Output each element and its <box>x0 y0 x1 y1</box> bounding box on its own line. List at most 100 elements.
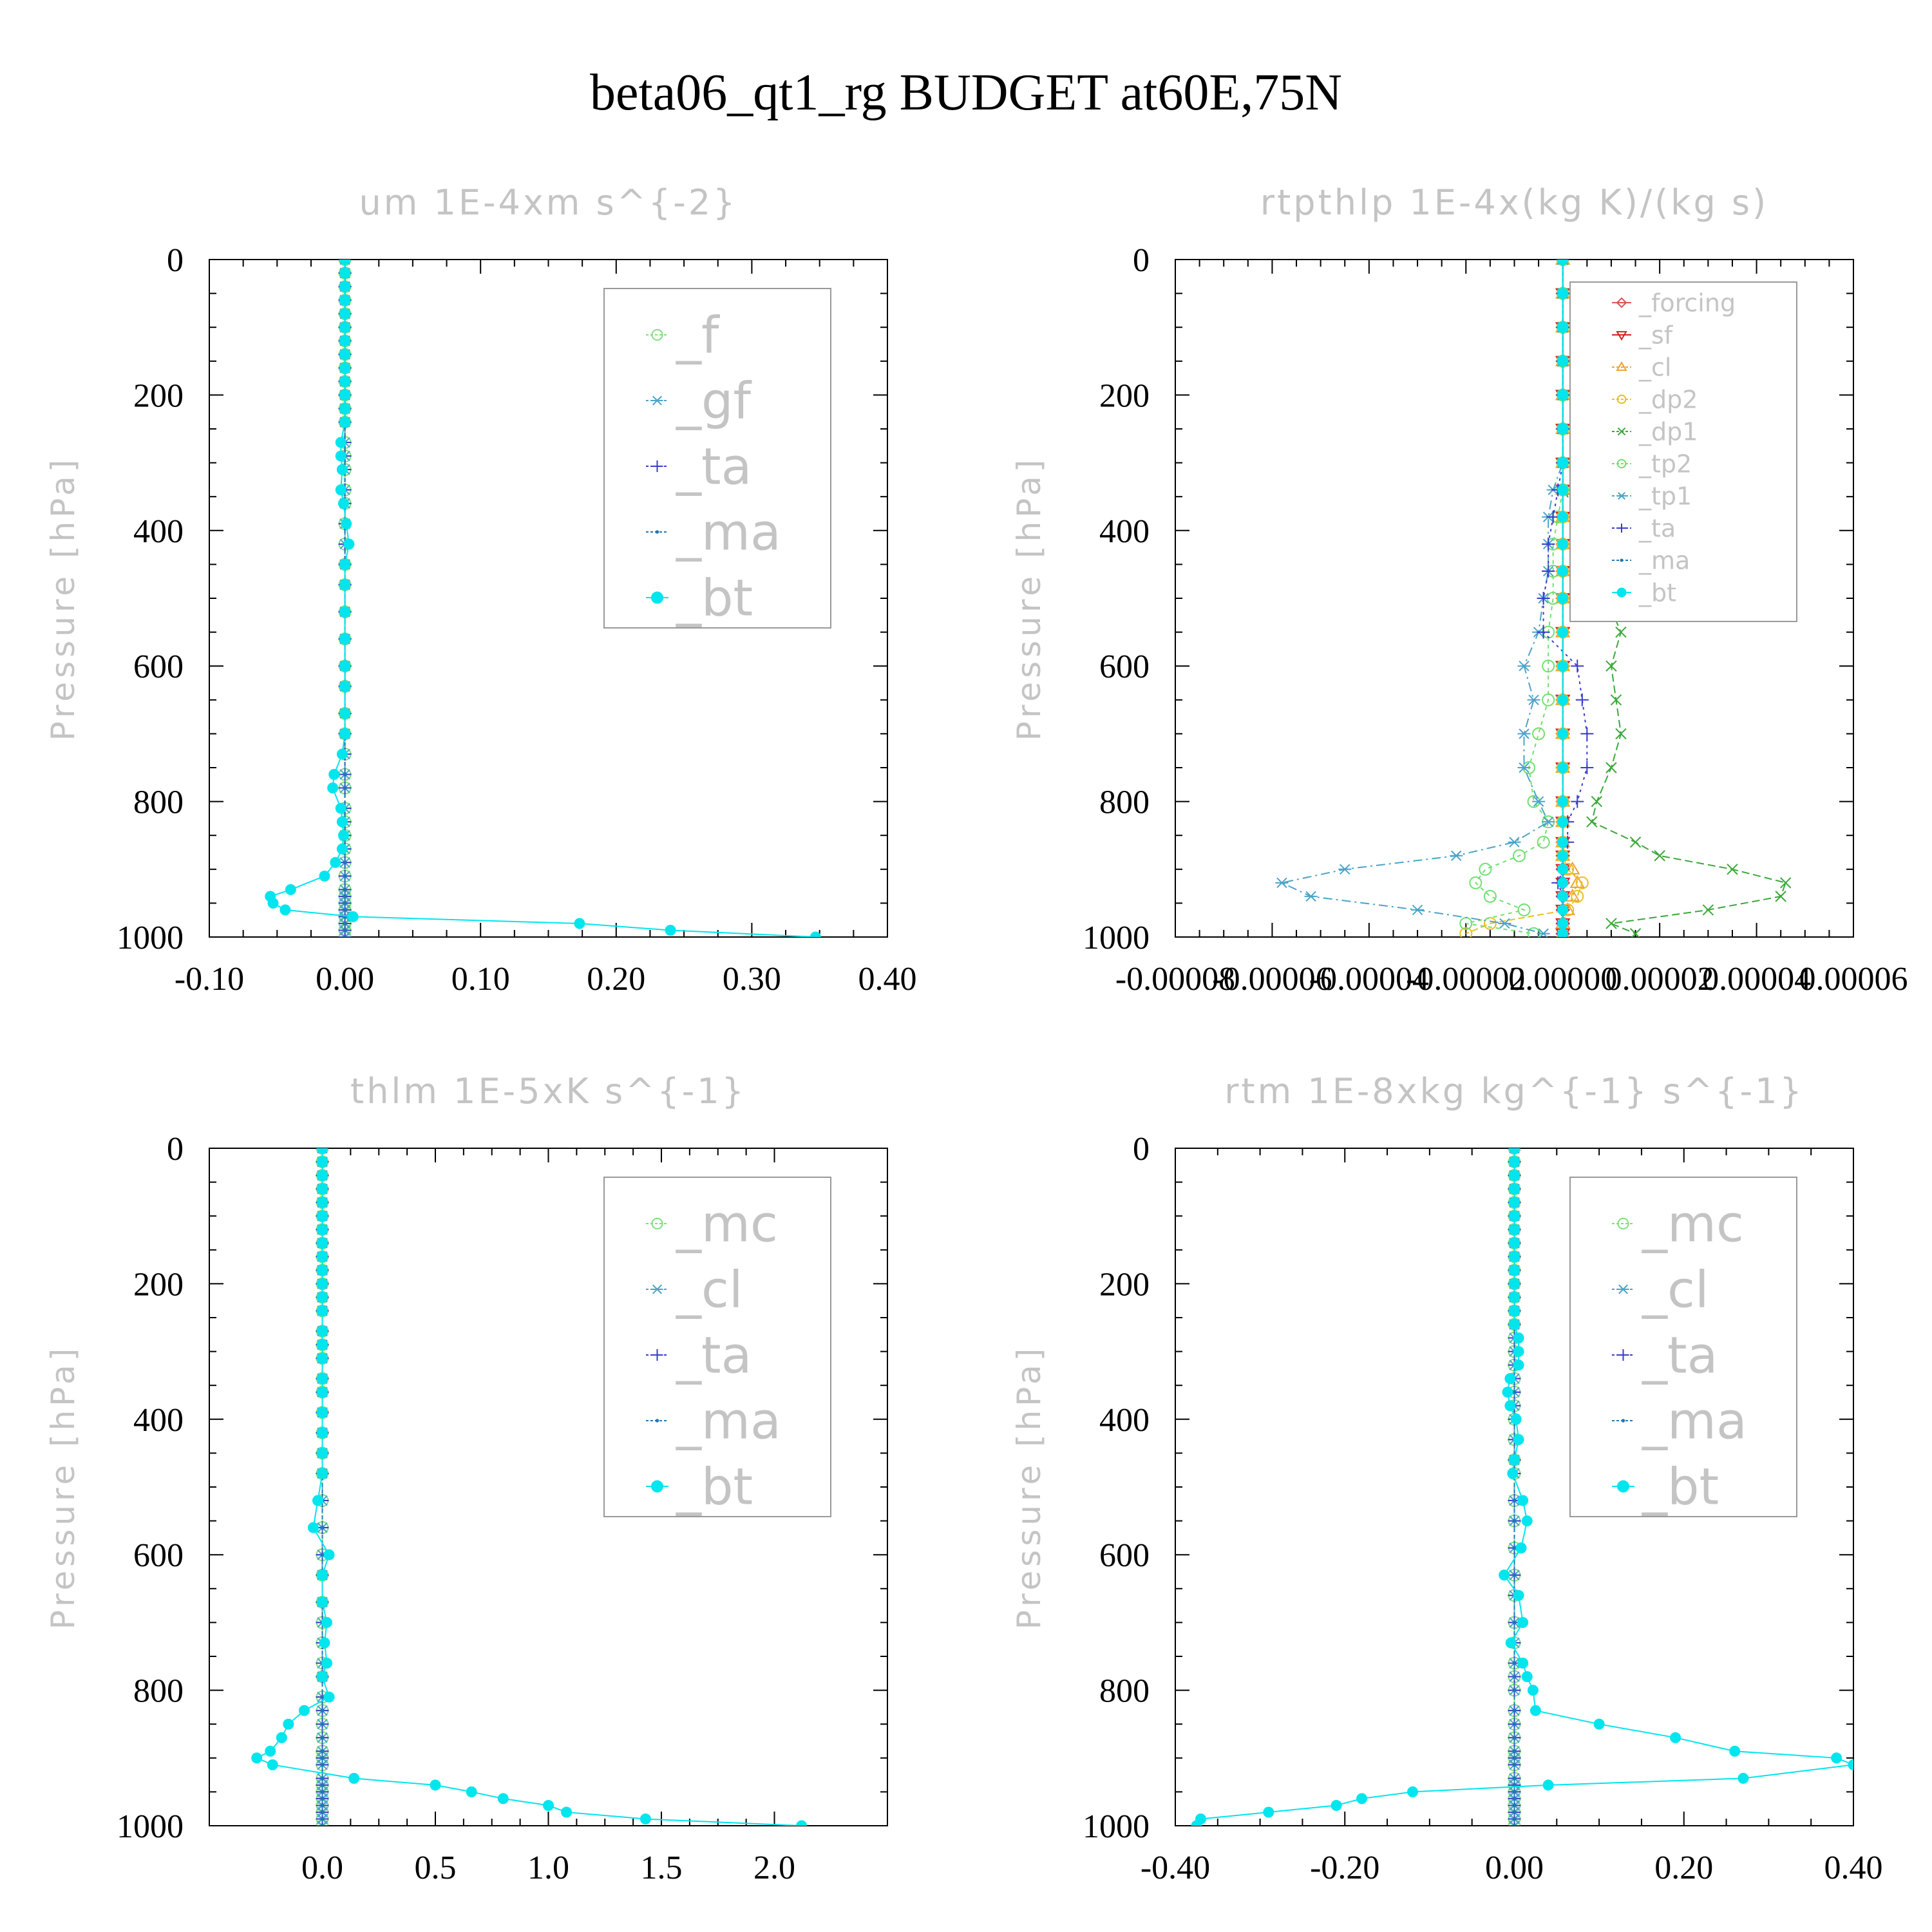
data-point <box>317 1325 328 1337</box>
data-point <box>320 1790 325 1794</box>
data-point <box>320 1776 325 1781</box>
legend-label: _ta <box>676 1327 752 1385</box>
data-point <box>1629 928 1642 937</box>
data-point <box>1517 762 1531 773</box>
y-tick-label: 600 <box>133 1537 184 1574</box>
data-point <box>337 498 349 509</box>
data-point <box>319 870 330 882</box>
y-tick-label: 200 <box>133 377 184 414</box>
panel-thlm: thlm 1E-5xK s^{-1} Pressure [hPa] 0 200 400 6… <box>44 1071 888 1886</box>
legend-item: _sf <box>1612 321 1674 349</box>
data-point <box>317 1468 328 1479</box>
data-point <box>1557 355 1569 367</box>
legend: _mc _cl _ta _ma _bt <box>1569 1177 1797 1517</box>
data-point <box>1542 564 1555 578</box>
data-point <box>276 1732 287 1743</box>
legend-marker <box>1617 1349 1629 1361</box>
data-point <box>339 606 351 618</box>
legend-item: _ta <box>646 438 752 496</box>
legend-label: _cl <box>676 1261 743 1319</box>
figure-title: beta06_qt1_rg BUDGET at60E,75N <box>590 64 1342 121</box>
data-point <box>1479 862 1492 876</box>
data-point <box>1505 1637 1517 1649</box>
data-point <box>1527 1685 1539 1696</box>
legend-item: _bt <box>1612 1458 1719 1516</box>
legend-item: _cl <box>1612 1261 1709 1319</box>
y-tick-label: 600 <box>133 649 184 685</box>
data-point <box>1557 728 1569 739</box>
legend-label: _ta <box>676 438 752 496</box>
data-point <box>1483 889 1497 903</box>
data-point <box>348 1772 360 1784</box>
data-point <box>1509 1264 1520 1276</box>
data-point <box>317 1427 328 1439</box>
legend-marker <box>651 1217 663 1230</box>
data-point <box>320 1722 325 1727</box>
y-tick-label: 800 <box>1099 784 1150 821</box>
data-point <box>317 1569 328 1581</box>
data-point <box>321 1616 333 1628</box>
data-point <box>1557 538 1569 550</box>
panel-rtpthlp: rtpthlp 1E-4x(kg K)/(kg s) Pressure [hPa]… <box>1010 182 1908 998</box>
data-point <box>339 281 351 292</box>
legend-item: _ma <box>1612 546 1690 574</box>
data-point <box>1580 727 1594 741</box>
data-point <box>1557 918 1569 929</box>
data-point <box>317 1237 328 1249</box>
x-tick-label: 0.40 <box>858 961 917 998</box>
x-tick-label: -0.00008 <box>1115 961 1235 998</box>
data-point <box>1512 1546 1517 1550</box>
data-point <box>1512 1573 1517 1577</box>
y-tick-label: 400 <box>133 1402 184 1439</box>
data-point <box>1542 659 1555 673</box>
data-point <box>339 321 351 333</box>
x-tick-label: 0.00004 <box>1702 961 1811 998</box>
data-point <box>321 1658 333 1669</box>
x-tick-label: 0.00002 <box>1605 961 1714 998</box>
data-point <box>1542 693 1555 706</box>
data-point <box>339 389 351 401</box>
panel-title: rtm 1E-8xkg kg^{-1} s^{-1} <box>1224 1071 1804 1112</box>
data-point <box>1702 904 1714 916</box>
x-tick-label: 0.5 <box>415 1850 457 1886</box>
data-point <box>317 1197 328 1208</box>
legend-label: _sf <box>1638 321 1674 349</box>
data-point <box>1512 1661 1517 1665</box>
data-point <box>1512 1519 1517 1523</box>
legend: _f _gf _ta _ma _bt <box>603 288 831 629</box>
data-point <box>343 921 347 925</box>
data-point <box>1331 1799 1342 1811</box>
data-point <box>1542 816 1555 828</box>
legend-label: _bt <box>1638 578 1676 607</box>
data-point <box>1498 918 1511 929</box>
data-point <box>1509 1224 1520 1235</box>
data-point <box>283 1718 294 1730</box>
y-axis-label: Pressure [hPa] <box>44 1345 82 1630</box>
data-point <box>336 464 348 475</box>
legend-label: _cl <box>1642 1261 1709 1319</box>
data-point <box>317 1352 328 1364</box>
data-point <box>1513 1589 1524 1601</box>
x-tick-label: 1.5 <box>641 1850 683 1886</box>
data-point <box>285 884 296 895</box>
data-point <box>1557 762 1569 773</box>
x-tick-label: 2.0 <box>753 1850 795 1886</box>
data-point <box>1557 260 1569 265</box>
legend-item: _mc <box>646 1195 778 1253</box>
data-point <box>639 1813 651 1824</box>
data-point <box>1557 660 1569 672</box>
data-point <box>1512 1756 1517 1760</box>
data-point <box>339 728 351 739</box>
data-point <box>1571 889 1584 903</box>
data-point <box>343 538 355 550</box>
data-point <box>317 1671 328 1683</box>
y-tick-label: 400 <box>1099 1402 1150 1439</box>
data-point <box>1848 1759 1853 1770</box>
data-point <box>1275 877 1289 889</box>
data-point <box>320 1709 325 1713</box>
data-point <box>298 1705 310 1716</box>
series-line <box>1280 260 1564 934</box>
data-point <box>1509 1278 1520 1289</box>
data-point <box>1605 660 1617 672</box>
data-point <box>1557 850 1569 862</box>
